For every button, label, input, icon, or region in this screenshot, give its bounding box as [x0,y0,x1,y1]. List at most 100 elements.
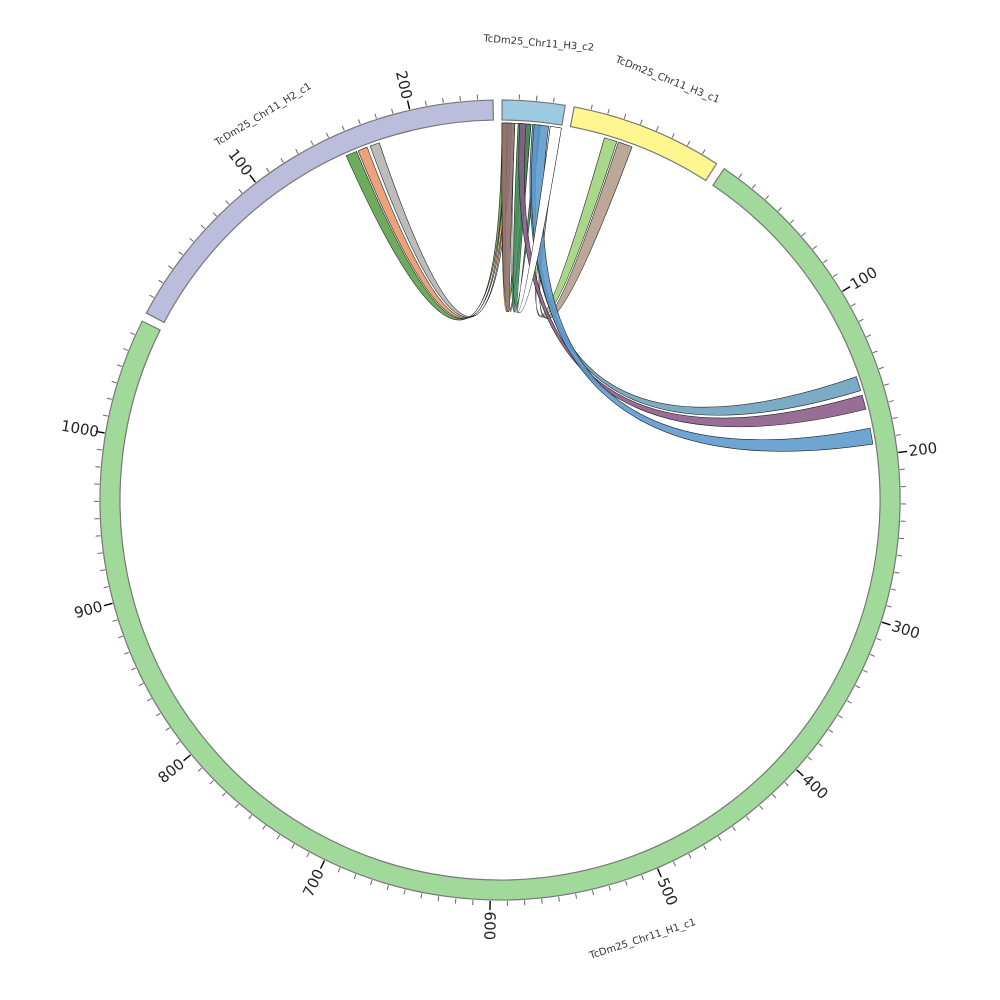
minor-tick [552,97,555,103]
minor-tick [374,113,377,119]
minor-tick [295,148,299,154]
minor-tick [341,125,345,131]
minor-tick [575,893,578,899]
minor-tick [353,874,357,880]
minor-tick [717,836,722,841]
tick-label: 800 [154,755,188,787]
minor-tick [131,667,137,671]
minor-tick [391,108,394,114]
minor-tick [671,133,675,139]
tick-label: 500 [654,875,682,908]
minor-tick [306,852,310,858]
minor-tick [97,448,103,451]
minor-tick [325,132,330,138]
minor-tick [591,890,595,896]
minor-tick [337,867,341,873]
minor-tick [828,729,834,733]
chromosome-label: TcDm25_Chr11_H2_c1 [212,81,313,149]
minor-tick [822,259,828,264]
minor-tick [459,95,461,102]
tick-label: 600 [480,911,499,940]
minor-tick [789,219,795,224]
major-tick [842,286,851,292]
minor-tick [225,200,230,205]
minor-tick [97,552,103,554]
major-tick [103,602,113,607]
minor-tick [155,712,161,717]
minor-tick [895,434,901,436]
minor-tick [212,212,218,217]
chromosome-label: TcDm25_Chr11_H3_c2 [482,33,595,53]
minor-tick [280,157,284,163]
minor-tick [812,245,818,250]
minor-tick [123,348,129,351]
minor-tick [234,803,239,809]
tick-label: 100 [847,263,881,293]
minor-tick [784,781,789,787]
minor-tick [878,366,884,370]
minor-tick [310,140,314,146]
tick-label: 700 [299,866,328,900]
major-tick [249,174,256,183]
chromosome-segment-1[interactable] [569,106,718,182]
minor-tick [876,637,882,641]
minor-tick [751,184,756,189]
minor-tick [801,232,806,237]
chromosome-segment-2[interactable] [99,167,901,901]
minor-tick [209,780,214,785]
minor-tick [655,125,659,131]
minor-tick [146,698,152,702]
minor-tick [850,303,856,307]
minor-tick [158,279,164,284]
major-tick [95,430,105,434]
minor-tick [886,605,892,608]
minor-tick [738,173,743,179]
minor-tick [189,237,194,242]
minor-tick [732,826,736,832]
minor-tick [541,898,543,904]
minor-tick [703,845,707,851]
minor-tick [640,119,643,125]
minor-tick [702,149,706,155]
minor-tick [276,834,281,840]
minor-tick [424,100,427,106]
minor-tick [745,816,750,821]
minor-tick [117,635,123,639]
chromosome-segment-3[interactable] [145,99,494,324]
minor-tick [888,400,894,403]
chromosome-label: TcDm25_Chr11_H3_c1 [613,54,721,106]
minor-tick [625,880,628,886]
minor-tick [102,414,108,417]
link-ribbon-9 [518,123,867,428]
major-tick [319,860,326,869]
minor-tick [454,898,457,904]
minor-tick [846,700,852,704]
minor-tick [106,397,112,400]
minor-tick [175,741,181,745]
minor-tick [884,383,890,386]
link-ribbon-8 [529,124,862,416]
minor-tick [291,843,295,849]
minor-tick [872,350,878,354]
minor-tick [178,251,183,256]
minor-tick [772,793,777,799]
major-tick [656,868,662,878]
tick-label: 200 [908,439,939,460]
minor-tick [442,97,444,104]
minor-tick [124,651,130,655]
minor-tick [165,727,171,731]
minor-tick [687,140,691,146]
minor-tick [607,108,610,114]
minor-tick [858,318,864,322]
minor-tick [129,332,135,336]
tick-label: 100 [224,146,256,180]
major-tick [183,754,191,762]
minor-tick [672,861,676,867]
tick-label: 200 [392,69,416,101]
major-tick [796,769,804,777]
minor-tick [111,380,117,384]
chromosome-segment-0[interactable] [501,99,566,126]
minor-tick [437,896,440,902]
